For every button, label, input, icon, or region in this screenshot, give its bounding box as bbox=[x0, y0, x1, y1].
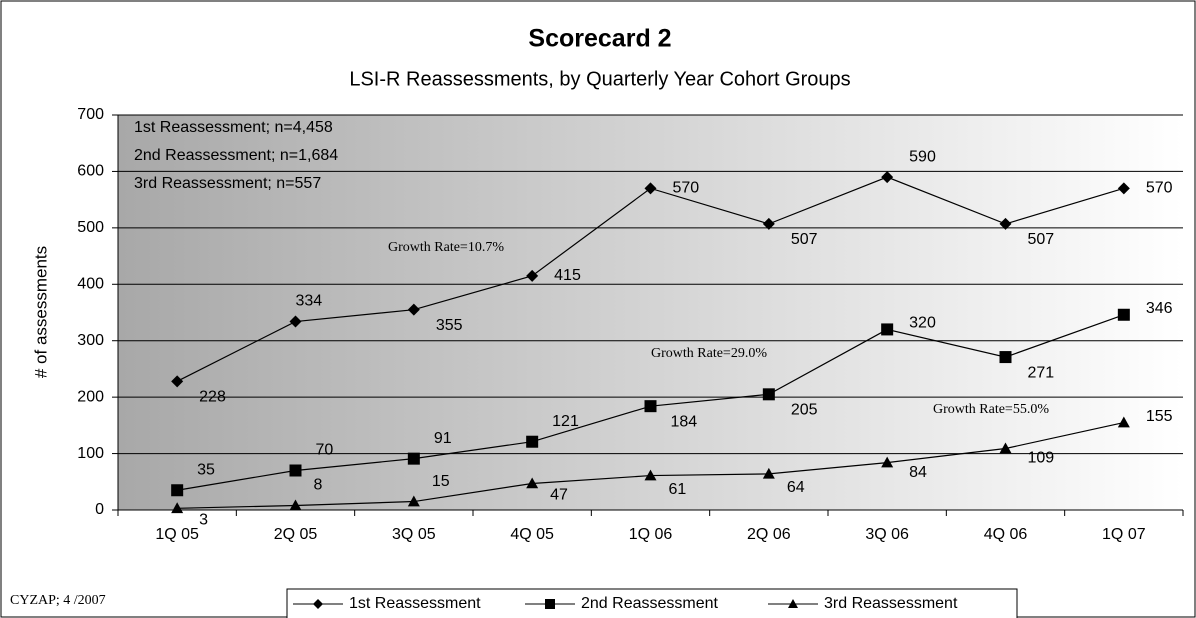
x-tick-label: 1Q 07 bbox=[1102, 526, 1146, 543]
x-tick-label: 2Q 05 bbox=[274, 526, 318, 543]
data-label: 64 bbox=[787, 479, 805, 496]
data-label: 346 bbox=[1146, 300, 1173, 317]
legend-box bbox=[286, 588, 1018, 618]
legend-label: 1st Reassessment bbox=[349, 595, 481, 612]
marker bbox=[526, 269, 539, 282]
x-tick-label: 4Q 05 bbox=[510, 526, 554, 543]
x-tick-label: 4Q 06 bbox=[984, 526, 1028, 543]
footer: CYZAP; 4 /2007 bbox=[10, 593, 106, 608]
marker bbox=[171, 375, 184, 388]
y-tick-label: 700 bbox=[77, 106, 104, 123]
legend-label: 3rd Reassessment bbox=[824, 595, 958, 612]
marker bbox=[999, 217, 1012, 230]
data-label: 320 bbox=[909, 315, 936, 332]
marker bbox=[545, 599, 555, 609]
data-label: 3 bbox=[199, 512, 208, 529]
y-tick-label: 600 bbox=[77, 163, 104, 180]
data-label: 355 bbox=[436, 317, 463, 334]
chart-subtitle: LSI-R Reassessments, by Quarterly Year C… bbox=[349, 68, 850, 90]
marker bbox=[1117, 308, 1130, 321]
data-label: 61 bbox=[669, 481, 687, 498]
marker bbox=[407, 452, 420, 465]
annotation: Growth Rate=29.0% bbox=[651, 346, 767, 361]
data-label: 70 bbox=[316, 442, 334, 459]
marker bbox=[762, 467, 775, 479]
data-label: 35 bbox=[197, 461, 215, 478]
marker bbox=[1117, 416, 1130, 428]
marker bbox=[526, 435, 539, 448]
marker bbox=[644, 400, 657, 413]
data-label: 91 bbox=[434, 430, 452, 447]
x-tick-label: 1Q 05 bbox=[155, 526, 199, 543]
note: 2nd Reassessment; n=1,684 bbox=[134, 147, 338, 164]
data-label: 15 bbox=[432, 473, 450, 490]
data-label: 8 bbox=[314, 477, 323, 494]
marker bbox=[171, 484, 184, 497]
y-tick-label: 400 bbox=[77, 276, 104, 293]
x-tick-label: 2Q 06 bbox=[747, 526, 791, 543]
y-axis-label: # of assessments bbox=[31, 246, 50, 378]
chart-title: Scorecard 2 bbox=[528, 25, 671, 53]
marker bbox=[762, 388, 775, 401]
marker bbox=[788, 599, 798, 608]
data-label: 271 bbox=[1028, 364, 1055, 381]
marker bbox=[999, 442, 1012, 454]
note: 1st Reassessment; n=4,458 bbox=[134, 119, 333, 136]
y-tick-label: 500 bbox=[77, 219, 104, 236]
annotation: Growth Rate=10.7% bbox=[388, 240, 504, 255]
data-label: 415 bbox=[554, 267, 581, 284]
marker bbox=[289, 315, 302, 328]
marker bbox=[881, 456, 894, 468]
data-label: 590 bbox=[909, 148, 936, 165]
legend-label: 2nd Reassessment bbox=[581, 595, 719, 612]
x-tick-label: 3Q 05 bbox=[392, 526, 436, 543]
y-tick-label: 300 bbox=[77, 332, 104, 349]
marker bbox=[644, 182, 657, 195]
annotation: Growth Rate=55.0% bbox=[933, 402, 1049, 417]
marker bbox=[407, 495, 420, 507]
marker bbox=[999, 351, 1012, 364]
y-tick-label: 100 bbox=[77, 445, 104, 462]
marker bbox=[313, 599, 323, 609]
data-label: 84 bbox=[909, 464, 927, 481]
x-tick-label: 1Q 06 bbox=[629, 526, 673, 543]
data-label: 507 bbox=[1028, 231, 1055, 248]
y-tick-label: 0 bbox=[95, 501, 104, 518]
data-label: 507 bbox=[791, 231, 818, 248]
data-label: 570 bbox=[1146, 180, 1173, 197]
data-label: 47 bbox=[550, 487, 568, 504]
x-tick-label: 3Q 06 bbox=[865, 526, 909, 543]
data-label: 570 bbox=[673, 180, 700, 197]
marker bbox=[526, 477, 539, 489]
marker bbox=[289, 499, 302, 511]
note: 3rd Reassessment; n=557 bbox=[134, 175, 321, 192]
marker bbox=[881, 171, 894, 184]
marker bbox=[762, 217, 775, 230]
data-label: 155 bbox=[1146, 408, 1173, 425]
marker bbox=[881, 323, 894, 336]
data-label: 109 bbox=[1028, 450, 1055, 467]
data-label: 121 bbox=[552, 413, 579, 430]
marker bbox=[644, 469, 657, 481]
data-label: 184 bbox=[671, 413, 698, 430]
data-label: 205 bbox=[791, 402, 818, 419]
marker bbox=[1117, 182, 1130, 195]
marker bbox=[289, 464, 302, 477]
data-label: 334 bbox=[296, 293, 323, 310]
y-tick-label: 200 bbox=[77, 388, 104, 405]
marker bbox=[407, 303, 420, 316]
data-label: 228 bbox=[199, 389, 226, 406]
